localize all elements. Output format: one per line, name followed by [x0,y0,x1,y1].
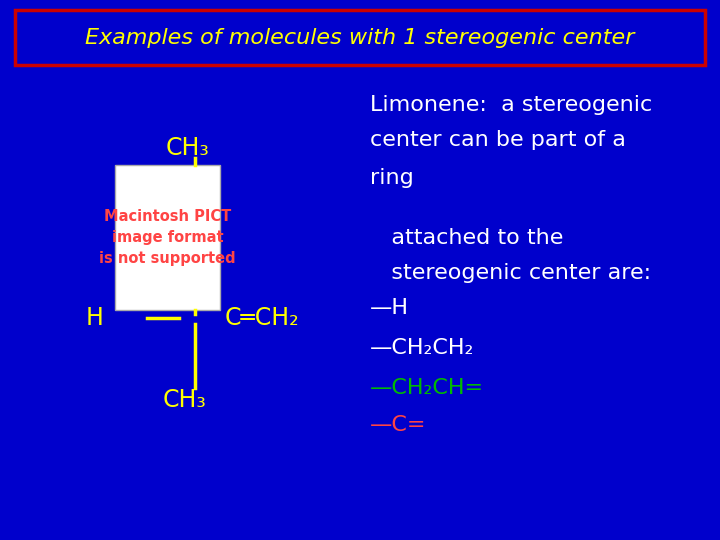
Text: H: H [86,306,104,330]
Text: ring: ring [370,168,414,188]
Text: stereogenic center are:: stereogenic center are: [370,263,651,283]
Text: —CH₂CH=: —CH₂CH= [370,378,484,398]
Text: CH₃: CH₃ [163,388,207,412]
Text: Examples of molecules with 1 stereogenic center: Examples of molecules with 1 stereogenic… [85,28,635,48]
FancyBboxPatch shape [15,10,705,65]
Text: attached to the: attached to the [370,228,563,248]
FancyBboxPatch shape [115,165,220,310]
Text: —CH₂CH₂: —CH₂CH₂ [370,338,474,358]
Text: center can be part of a: center can be part of a [370,130,626,150]
Text: CH₃: CH₃ [166,136,210,160]
Text: C═CH₂: C═CH₂ [225,306,300,330]
Text: —C=: —C= [370,415,426,435]
Text: —H: —H [370,298,409,318]
Text: Macintosh PICT
image format
is not supported: Macintosh PICT image format is not suppo… [99,209,236,266]
Text: Limonene:  a stereogenic: Limonene: a stereogenic [370,95,652,115]
